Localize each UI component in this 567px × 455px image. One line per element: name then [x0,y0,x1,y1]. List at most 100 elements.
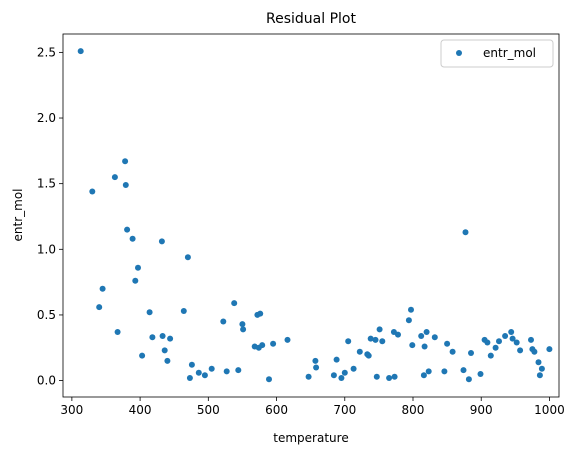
data-point [460,367,467,374]
data-point [528,336,534,343]
data-point [164,357,171,364]
data-point [487,352,494,359]
data-point [270,340,277,347]
data-point [122,158,129,165]
data-point [431,334,438,341]
data-point [208,365,215,372]
chart-title: Residual Plot [266,11,356,27]
data-point [341,369,348,376]
data-point [159,333,166,339]
data-point [513,339,520,346]
x-tick-label: 700 [333,403,356,417]
data-point [423,329,430,335]
data-point [111,174,118,181]
data-point [257,310,264,317]
data-point [356,348,363,355]
legend: entr_mol [440,39,554,68]
data-point [373,373,380,380]
data-point [425,368,432,375]
data-point [492,344,499,351]
y-tick-label: 1.5 [37,177,56,191]
data-point [409,342,416,349]
data-point [284,336,291,343]
legend-box [440,39,554,68]
data-point [99,285,106,292]
data-point [418,333,425,339]
data-point [161,347,168,354]
data-point [124,226,131,233]
data-point [535,359,542,366]
data-point [220,318,227,325]
x-tick-label: 600 [265,403,288,417]
data-point [167,335,174,342]
data-point [379,338,386,345]
plot-area [62,33,560,398]
data-point [405,317,412,324]
data-point [122,182,129,188]
x-tick-label: 800 [402,403,425,417]
x-tick-label: 500 [197,403,220,417]
data-point [313,364,320,371]
data-point [367,335,374,342]
data-point [132,277,139,284]
data-point [259,342,266,349]
data-point [477,371,484,377]
data-point [149,334,156,341]
x-tick-label: 1000 [534,403,565,417]
x-axis: 300 400 500 600 700 800 900 1000 [60,397,565,417]
data-point [139,352,146,359]
data-point [509,335,516,342]
data-point [89,188,96,195]
data-point [195,369,202,376]
data-point [462,229,469,236]
data-point [201,372,208,379]
data-point [180,308,187,314]
data-point [496,338,502,345]
y-tick-label: 1.0 [37,242,56,256]
data-point [538,365,545,372]
data-point [376,326,383,333]
data-point [345,338,352,345]
x-tick-label: 400 [129,403,152,417]
data-point [449,348,456,355]
y-axis-label: entr_mol [11,189,25,242]
data-point [312,357,319,364]
data-point [146,309,153,316]
data-point [305,373,312,380]
data-point [508,329,515,335]
data-point [531,348,538,355]
data-point [420,372,427,379]
data-point [239,321,246,328]
data-point [408,306,414,313]
data-point [441,368,448,375]
data-point [135,264,141,271]
data-point [240,326,247,333]
data-point [77,48,84,55]
data-point [421,343,428,350]
legend-marker [456,50,462,56]
x-tick-label: 900 [470,403,493,417]
data-point [231,300,238,307]
data-point [502,333,509,339]
y-tick-label: 2.0 [37,111,56,125]
data-point [365,352,372,359]
data-point [444,340,451,347]
data-point [114,329,121,335]
data-point [350,365,357,372]
data-point [184,254,191,261]
data-point [517,347,524,354]
data-point [158,238,165,245]
data-point [546,346,553,353]
y-axis: 0.0 0.5 1.0 1.5 2.0 2.5 [37,45,63,388]
data-point [330,372,337,379]
data-point [188,361,195,368]
y-tick-label: 0.0 [37,374,56,388]
y-tick-label: 0.5 [37,308,56,322]
data-point [235,367,242,374]
data-point [536,372,543,379]
data-point [223,368,230,375]
data-point [465,376,472,383]
data-point [386,375,393,381]
data-point [186,375,193,381]
